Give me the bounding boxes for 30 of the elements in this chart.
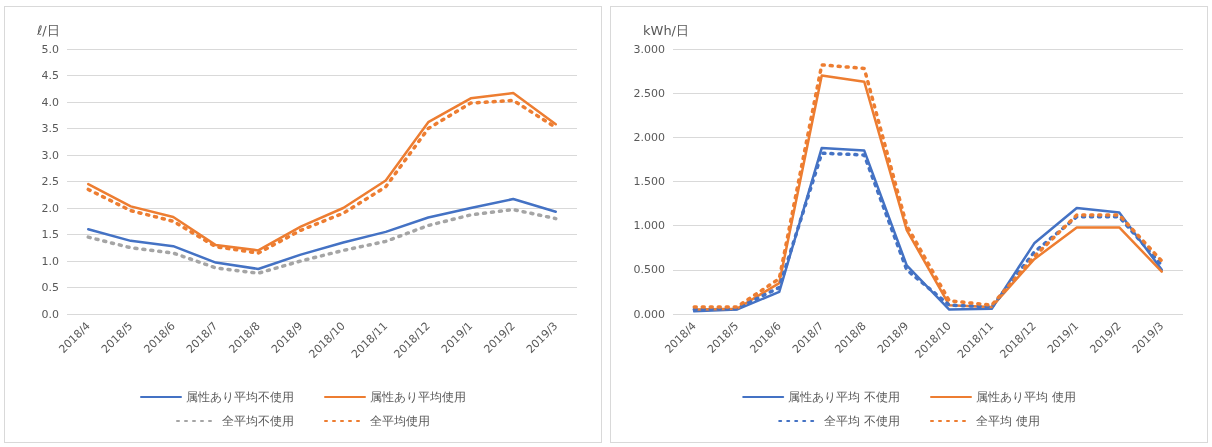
y-tick-label: 2.5 [41,175,59,188]
legend-label: 属性あり平均不使用 [186,390,294,404]
y-axis-title: ℓ/日 [36,23,60,38]
legend-label: 属性あり平均 不使用 [788,390,901,404]
y-tick-label: 1.5 [41,228,59,241]
y-axis-title: kWh/日 [643,23,690,38]
line-series [87,197,557,271]
y-tick-label: 0.0 [41,307,59,321]
legend-label: 全平均不使用 [222,414,294,428]
y-tick-label: 1.000 [633,219,665,233]
y-tick-label: 0.500 [633,263,665,277]
y-tick-label: 3.000 [633,42,665,56]
y-tick-label: 2.500 [633,86,665,100]
legend-label: 属性あり平均使用 [370,390,466,404]
y-tick-label: 4.5 [41,69,59,82]
legend-label: 全平均使用 [370,414,430,428]
y-tick-label: 2.000 [633,130,665,144]
y-tick-label: 2.0 [41,201,59,215]
legend-label: 全平均 不使用 [824,414,901,428]
y-tick-label: 3.0 [41,148,59,162]
y-tick-label: 0.000 [633,307,665,321]
y-tick-label: 1.500 [633,175,665,188]
y-tick-label: 3.5 [41,122,59,135]
legend-label: 全平均 使用 [976,414,1040,428]
y-tick-label: 1.0 [41,254,59,268]
y-tick-label: 0.5 [41,281,59,294]
line-series [86,207,558,275]
y-tick-label: 5.0 [41,42,59,56]
legend-label: 属性あり平均 使用 [976,390,1076,404]
y-tick-label: 4.0 [41,95,59,109]
